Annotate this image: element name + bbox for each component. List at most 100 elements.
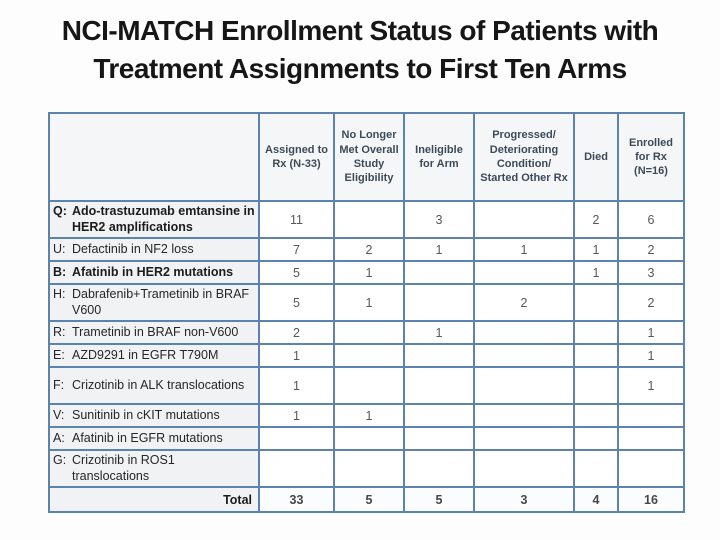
table-row-arm-b: B: Afatinib in HER2 mutations 5 1 1 3 [48,260,685,285]
total-cell: 16 [617,486,685,513]
arm-name: Defactinib in NF2 loss [72,241,194,256]
arm-label: R: Trametinib in BRAF non-V600 [48,320,260,345]
table-cell [573,449,619,488]
arm-name: Sunitinib in cKIT mutations [72,407,220,422]
total-cell: 5 [333,486,405,513]
table-row-arm-h: H: Dabrafenib+Trametinib in BRAF V600 5 1… [48,283,685,322]
table-cell: 7 [258,237,335,262]
table-header-row: Assigned to Rx (N-33) No Longer Met Over… [48,112,685,202]
arm-letter: A: [53,430,65,445]
table-cell: 1 [617,320,685,345]
table-cell: 1 [473,237,575,262]
table-cell [333,320,405,345]
arm-label: B: Afatinib in HER2 mutations [48,260,260,285]
table-cell [333,426,405,451]
header-died: Died [573,112,619,202]
table-cell [403,366,475,405]
table-cell: 1 [258,343,335,368]
table-cell: 1 [333,260,405,285]
arm-letter: U: [53,241,66,256]
arm-label: U: Defactinib in NF2 loss [48,237,260,262]
table-row-arm-r: R: Trametinib in BRAF non-V600 2 1 1 [48,320,685,345]
table-cell: 1 [573,237,619,262]
arm-name: Dabrafenib+Trametinib in BRAF V600 [72,286,250,317]
table-cell [573,343,619,368]
total-cell: 4 [573,486,619,513]
total-cell: 5 [403,486,475,513]
total-cell: 33 [258,486,335,513]
header-progressed: Progressed/ Deteriorating Condition/ Sta… [473,112,575,202]
arm-name: Afatinib in HER2 mutations [72,264,234,279]
arm-name: Trametinib in BRAF non-V600 [72,324,239,339]
table-cell [258,426,335,451]
table-row-arm-a: A: Afatinib in EGFR mutations [48,426,685,451]
slide-title: NCI-MATCH Enrollment Status of Patients … [0,12,720,88]
table-cell: 2 [333,237,405,262]
table-cell: 2 [617,237,685,262]
table-cell [573,320,619,345]
slide-title-line2: Treatment Assignments to First Ten Arms [93,53,627,84]
table-cell: 1 [617,343,685,368]
table-cell [473,200,575,239]
table-cell [333,343,405,368]
table-total-row: Total 33 5 5 3 4 16 [48,486,685,513]
table-cell: 2 [473,283,575,322]
table-cell: 11 [258,200,335,239]
table-cell: 1 [403,237,475,262]
table-cell: 1 [403,320,475,345]
table-cell [258,449,335,488]
arm-name: Crizotinib in ALK translocations [72,377,245,392]
arm-letter: B: [53,264,67,279]
table-cell: 2 [258,320,335,345]
arm-letter: V: [53,407,65,422]
table-cell: 6 [617,200,685,239]
table-row-arm-v: V: Sunitinib in cKIT mutations 1 1 [48,403,685,428]
arm-label: E: AZD9291 in EGFR T790M [48,343,260,368]
table-cell: 1 [258,366,335,405]
table-cell: 1 [617,366,685,405]
table-cell [333,449,405,488]
table-cell: 1 [258,403,335,428]
table-cell [573,426,619,451]
table-cell [473,366,575,405]
arm-name: Crizotinib in ROS1 translocations [72,452,175,483]
arm-letter: F: [53,377,65,392]
table-row-arm-g: G: Crizotinib in ROS1 translocations [48,449,685,488]
table-cell: 5 [258,260,335,285]
table-cell [573,283,619,322]
header-ineligible: Ineligible for Arm [403,112,475,202]
table-cell [403,260,475,285]
table-cell [573,403,619,428]
table-row-arm-u: U: Defactinib in NF2 loss 7 2 1 1 1 2 [48,237,685,262]
header-no-longer-met: No Longer Met Overall Study Eligibility [333,112,405,202]
table-cell [617,449,685,488]
table-cell [473,426,575,451]
enrollment-status-table: Assigned to Rx (N-33) No Longer Met Over… [48,112,685,513]
table-row-arm-f: F: Crizotinib in ALK translocations 1 1 [48,366,685,405]
table-cell [403,343,475,368]
arm-letter: H: [53,286,66,301]
table-cell: 3 [617,260,685,285]
table-cell [617,426,685,451]
table-cell [403,449,475,488]
table-cell: 5 [258,283,335,322]
table-cell [473,260,575,285]
table-cell [473,343,575,368]
arm-label: Q: Ado-trastuzumab emtansine in HER2 ampl… [48,200,260,239]
table-cell [473,320,575,345]
arm-name: Ado-trastuzumab emtansine in HER2 amplif… [72,203,255,234]
arm-letter: R: [53,324,66,339]
arm-label: H: Dabrafenib+Trametinib in BRAF V600 [48,283,260,322]
table-cell [473,449,575,488]
table-cell [333,366,405,405]
table-cell [403,403,475,428]
table-cell [333,200,405,239]
table-row-arm-e: E: AZD9291 in EGFR T790M 1 1 [48,343,685,368]
total-label: Total [48,486,260,513]
header-enrolled: Enrolled for Rx (N=16) [617,112,685,202]
table-cell [403,283,475,322]
table-row-arm-q: Q: Ado-trastuzumab emtansine in HER2 ampl… [48,200,685,239]
arm-label: A: Afatinib in EGFR mutations [48,426,260,451]
table-cell: 2 [617,283,685,322]
